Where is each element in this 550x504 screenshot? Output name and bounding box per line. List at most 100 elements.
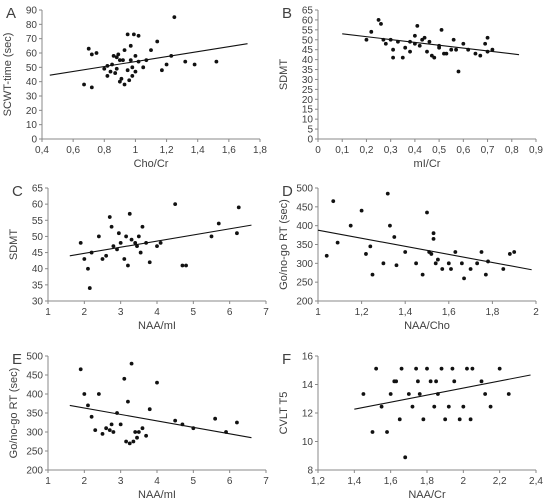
data-point [453, 250, 458, 254]
data-point [501, 267, 506, 271]
y-tick-label: 400 [26, 390, 43, 401]
data-point [436, 257, 440, 262]
x-tick-label: 1,8 [420, 476, 434, 487]
chart-panel-e: 1 2 3 4 5 6 7 200 250 300 350 400 450 500 NAA/mI Go/no-… [8, 351, 269, 501]
y-tick-label: 200 [26, 466, 43, 477]
y-tick-label: 450 [296, 202, 313, 213]
data-point [449, 47, 454, 52]
data-point [131, 32, 136, 37]
data-point [118, 422, 123, 427]
data-point [130, 74, 135, 78]
data-point [131, 439, 136, 444]
data-point [468, 267, 473, 271]
data-point [490, 47, 495, 52]
data-point [113, 71, 118, 75]
data-point [122, 257, 127, 261]
panel-letter: A [6, 5, 16, 22]
data-point [136, 234, 141, 239]
x-tick-label: 2,4 [529, 476, 543, 487]
y-tick-label: 450 [26, 371, 43, 382]
chart-panel-f: 1,2 1,4 1,6 1,8 2 2,2 2,4 8 10 12 14 16 NAA/Cr CVLT T… [278, 351, 543, 501]
data-point [425, 210, 429, 215]
x-tick-label: 0,4 [35, 145, 49, 156]
x-tick-label: 1,4 [398, 307, 412, 318]
x-tick-label: 0,8 [505, 145, 519, 156]
data-point [122, 376, 127, 381]
data-point [125, 68, 130, 73]
x-tick-label: 1,8 [253, 145, 267, 156]
data-point [461, 41, 466, 46]
data-point [381, 261, 386, 266]
data-point [379, 404, 384, 409]
data-point [475, 261, 480, 266]
x-tick-label: 2 [82, 476, 88, 487]
data-point [86, 403, 90, 408]
data-point [369, 29, 374, 34]
data-point [470, 366, 475, 371]
x-axis-label: NAA/mI [138, 320, 176, 332]
data-point [102, 66, 107, 71]
data-point [149, 48, 153, 53]
y-tick-label: 30 [26, 92, 38, 103]
data-point [93, 428, 98, 432]
data-point [100, 257, 105, 261]
data-point [155, 244, 159, 249]
data-point [335, 240, 340, 245]
data-point [183, 59, 188, 64]
y-tick-label: 14 [302, 380, 314, 391]
y-tick-label: 12 [302, 409, 314, 420]
data-point [129, 237, 134, 242]
data-point [434, 379, 438, 384]
data-point [155, 39, 160, 44]
data-point [449, 267, 453, 271]
data-point [431, 236, 436, 241]
data-point [478, 53, 483, 58]
x-axis-label: Cho/Cr [134, 158, 169, 170]
data-point [461, 404, 466, 409]
panel-letter: B [282, 5, 292, 22]
data-point [431, 231, 436, 236]
data-point [397, 417, 402, 422]
data-point [87, 286, 92, 290]
data-point [359, 208, 364, 213]
data-point [364, 252, 368, 256]
data-point [147, 260, 152, 265]
data-point [82, 392, 87, 396]
data-point [127, 211, 132, 216]
y-tick-label: 250 [296, 278, 313, 289]
data-point [89, 52, 94, 57]
x-tick-label: 5 [191, 307, 197, 318]
data-point [89, 414, 94, 419]
x-tick-label: 7 [263, 307, 269, 318]
data-point [443, 417, 448, 422]
data-point [126, 263, 130, 268]
data-point [388, 392, 393, 396]
data-point [370, 430, 375, 434]
x-tick-label: 1,6 [222, 145, 236, 156]
data-point [483, 41, 488, 46]
x-tick-label: 1 [133, 145, 139, 156]
data-point [422, 35, 427, 40]
y-tick-label: 50 [26, 63, 38, 74]
data-point [140, 224, 145, 229]
data-point [425, 366, 429, 371]
data-point [417, 392, 422, 396]
data-point [379, 21, 383, 26]
trend-line [69, 404, 252, 439]
y-tick-label: 50 [32, 232, 44, 243]
data-point [432, 55, 437, 60]
y-tick-label: 35 [302, 65, 314, 76]
y-tick-label: 5 [307, 125, 313, 136]
y-tick-label: 350 [296, 240, 313, 251]
data-point [155, 380, 159, 385]
data-point [216, 221, 221, 226]
y-tick-label: 60 [302, 15, 314, 26]
data-point [82, 82, 86, 87]
data-point [107, 215, 112, 219]
y-axis-label: SCWT-time (sec) [2, 33, 14, 117]
x-tick-label: 2 [82, 307, 88, 318]
data-point [457, 417, 462, 422]
data-point [385, 430, 389, 434]
panel-letter: D [282, 183, 293, 200]
